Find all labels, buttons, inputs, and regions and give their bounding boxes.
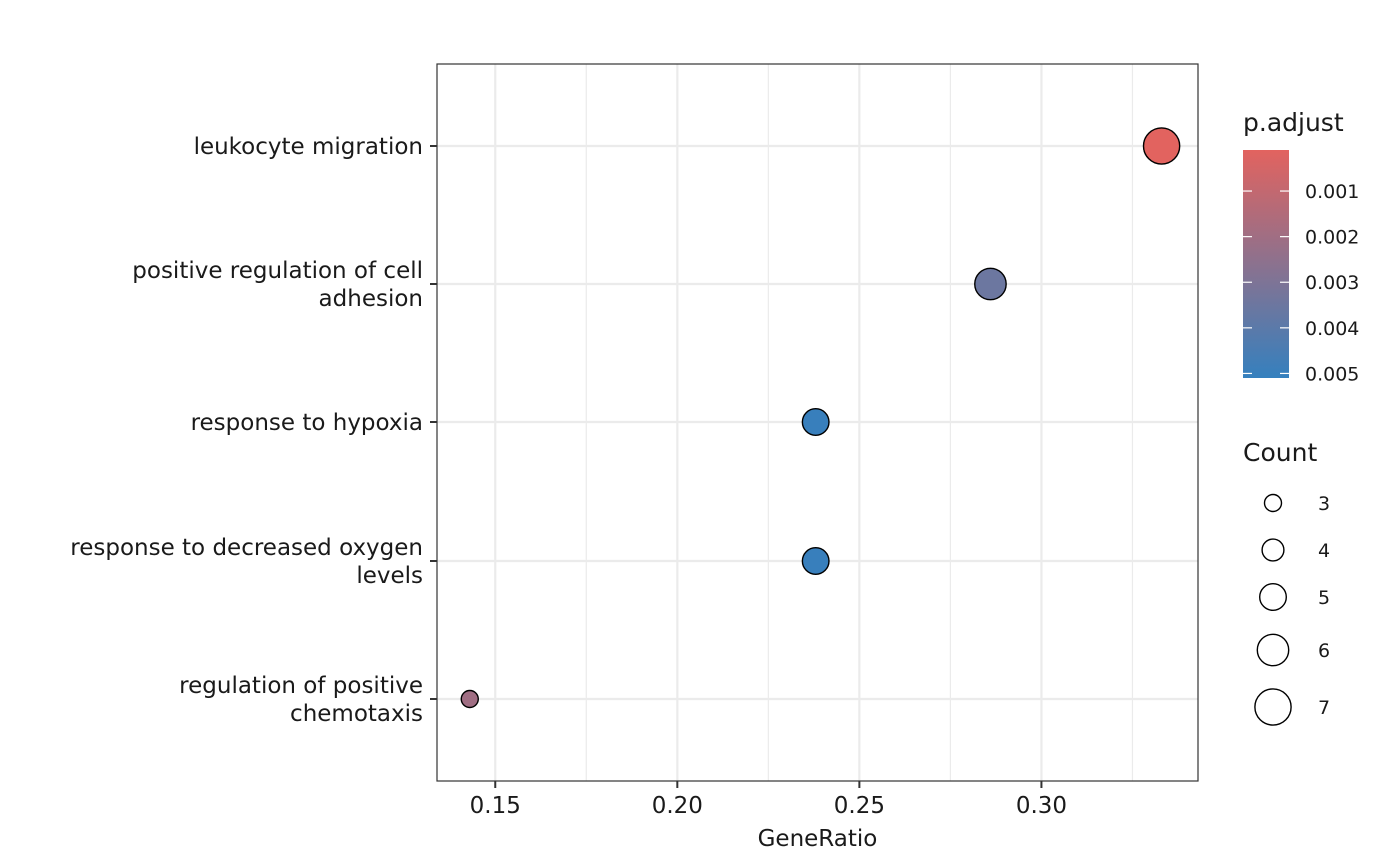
data-point <box>460 689 479 709</box>
color-legend-label: 0.004 <box>1305 318 1359 340</box>
y-tick-label: adhesion <box>319 286 423 312</box>
x-tick-label: 0.20 <box>652 793 703 819</box>
color-legend-label: 0.003 <box>1305 272 1359 294</box>
y-tick-label: regulation of positive <box>179 673 423 699</box>
size-legend-title: Count <box>1243 438 1317 467</box>
data-point <box>801 408 830 437</box>
y-axis: leukocyte migration positive regulation o… <box>70 134 437 727</box>
y-tick-label: response to decreased oxygen <box>70 535 423 561</box>
color-legend-bar <box>1243 150 1289 378</box>
size-legend-key <box>1258 583 1287 612</box>
data-points <box>460 127 1181 709</box>
size-legend-key <box>1263 493 1283 513</box>
color-legend-label: 0.001 <box>1305 181 1359 203</box>
y-tick-label: chemotaxis <box>290 701 423 727</box>
y-tick-label: levels <box>356 563 423 589</box>
color-legend: p.adjust 0.001 0.002 0.003 0.004 0.005 <box>1243 108 1359 385</box>
size-legend-label: 4 <box>1318 540 1330 562</box>
color-legend-label: 0.002 <box>1305 227 1359 249</box>
grid <box>437 64 1198 781</box>
x-tick-label: 0.30 <box>1016 793 1067 819</box>
size-legend: Count 3 4 5 6 7 <box>1243 438 1330 726</box>
data-point <box>974 267 1007 301</box>
x-axis-title: GeneRatio <box>758 826 878 852</box>
size-legend-label: 6 <box>1318 640 1330 662</box>
size-legend-label: 5 <box>1318 587 1330 609</box>
x-tick-label: 0.15 <box>470 793 521 819</box>
y-tick-label: positive regulation of cell <box>132 258 423 284</box>
x-tick-label: 0.25 <box>834 793 885 819</box>
data-point <box>1142 127 1181 165</box>
size-legend-label: 3 <box>1318 493 1330 515</box>
data-point <box>801 547 830 576</box>
size-legend-key <box>1254 688 1292 726</box>
y-tick-label: response to hypoxia <box>191 410 423 436</box>
size-legend-key <box>1256 633 1290 667</box>
color-legend-label: 0.005 <box>1305 363 1359 385</box>
y-tick-label: leukocyte migration <box>194 134 423 160</box>
size-legend-key <box>1261 538 1285 562</box>
x-axis: 0.15 0.20 0.25 0.30 <box>470 781 1067 819</box>
color-legend-title: p.adjust <box>1243 108 1344 137</box>
size-legend-label: 7 <box>1318 697 1330 719</box>
